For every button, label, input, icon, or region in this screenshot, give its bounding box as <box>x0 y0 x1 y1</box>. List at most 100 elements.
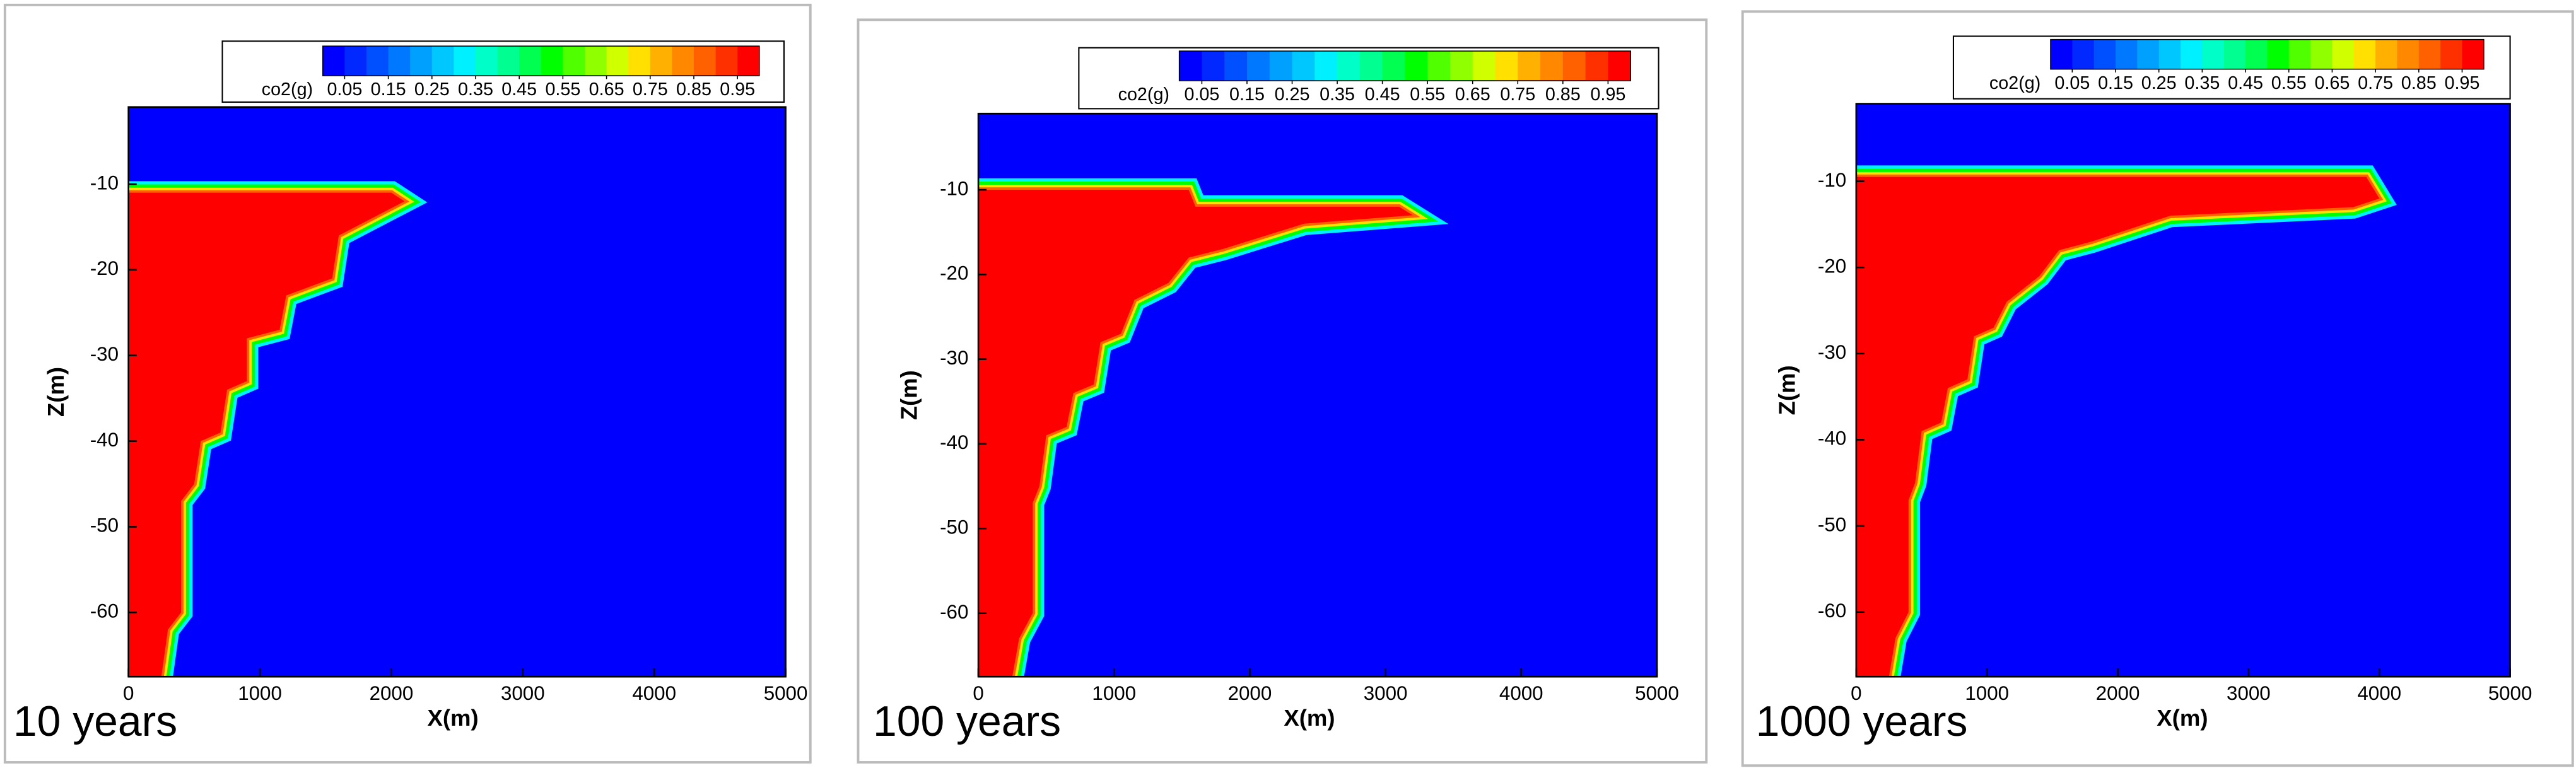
colorbar-tick-label: 0.05 <box>327 79 362 100</box>
colorbar-swatch <box>2440 39 2463 69</box>
plot-border <box>977 112 1658 678</box>
colorbar-swatch <box>475 46 498 76</box>
colorbar-label: co2(g) <box>1989 73 2040 93</box>
colorbar-swatch <box>715 46 738 76</box>
y-tick-label: -50 <box>940 516 968 538</box>
y-tick-label: -50 <box>1818 513 1846 535</box>
colorbar-swatch <box>1179 50 1203 81</box>
colorbar-tick-label: 0.25 <box>414 79 450 100</box>
y-axis-label: Z(m) <box>896 370 922 420</box>
y-tick-label: -40 <box>940 431 968 453</box>
colorbar-tick-label: 0.95 <box>2444 73 2479 93</box>
x-tick-label: 4000 <box>632 682 676 704</box>
colorbar-swatch <box>1246 50 1270 81</box>
colorbar-tick-label: 0.15 <box>1229 84 1265 105</box>
colorbar-swatch <box>366 46 389 76</box>
colorbar-swatch <box>2137 39 2160 69</box>
colorbar-swatch <box>1314 50 1338 81</box>
colorbar-swatch <box>2310 39 2333 69</box>
y-tick-label: -20 <box>1818 255 1846 277</box>
colorbar-swatch <box>1382 50 1406 81</box>
colorbar-swatch <box>2353 39 2376 69</box>
colorbar-tick-label: 0.65 <box>2314 73 2350 93</box>
colorbar-tick-label: 0.45 <box>501 79 537 100</box>
y-tick-label: -10 <box>1818 169 1846 191</box>
colorbar-swatch <box>1202 50 1225 81</box>
colorbar-swatch <box>2462 39 2485 69</box>
colorbar-swatch <box>2072 39 2095 69</box>
colorbar-swatch <box>2288 39 2311 69</box>
plume <box>1856 177 2380 677</box>
colorbar-swatch <box>410 46 433 76</box>
x-tick-label: 0 <box>123 682 134 704</box>
colorbar-label: co2(g) <box>1118 84 1169 105</box>
y-tick-label: -10 <box>90 171 119 194</box>
colorbar-swatch <box>2181 39 2203 69</box>
colorbar-swatch <box>2418 39 2441 69</box>
colorbar-swatch <box>1562 50 1586 81</box>
colorbar-swatch <box>1495 50 1519 81</box>
colorbar-swatch <box>1269 50 1293 81</box>
caption: 1000 years <box>1756 698 1968 745</box>
x-tick-label: 3000 <box>501 682 545 704</box>
colorbar-tick-label: 0.55 <box>545 79 580 100</box>
colorbar-tick-label: 0.25 <box>2141 73 2177 93</box>
colorbar-swatch <box>606 46 629 76</box>
x-tick-label: 3000 <box>1364 682 1408 704</box>
colorbar-swatch <box>1359 50 1383 81</box>
colorbar-swatch <box>541 46 564 76</box>
colorbar-tick-label: 0.35 <box>1320 84 1355 105</box>
colorbar-tick-label: 0.45 <box>1365 84 1400 105</box>
colorbar-swatch <box>1427 50 1451 81</box>
colorbar-border <box>2050 38 2485 70</box>
y-tick-label: -50 <box>90 514 119 537</box>
x-tick-label: 0 <box>1851 682 1861 704</box>
colorbar-tick-label: 0.55 <box>2271 73 2307 93</box>
y-tick-label: -40 <box>90 429 119 451</box>
plot-border <box>127 106 787 678</box>
colorbar-swatch <box>2223 39 2246 69</box>
panel: 0 1000 2000 3000 4000 5000 -10 -20 -30 -40 -50 -60 X… <box>857 18 1708 764</box>
y-tick-label: -20 <box>940 262 968 284</box>
panel: 0 1000 2000 3000 4000 5000 -10 -20 -30 -40 -50 -60 X… <box>1741 10 2574 767</box>
colorbar-swatch <box>322 46 346 76</box>
colorbar-tick-label: 0.65 <box>589 79 624 100</box>
x-tick-label: 1000 <box>1092 682 1136 704</box>
colorbar-swatch <box>628 46 651 76</box>
caption: 10 years <box>13 698 177 745</box>
colorbar-tick-label: 0.95 <box>720 79 755 100</box>
colorbar-swatch <box>2202 39 2225 69</box>
y-tick-label: -30 <box>940 347 968 369</box>
colorbar-swatch <box>584 46 607 76</box>
colorbar-swatch <box>737 46 760 76</box>
colorbar-tick-label: 0.35 <box>458 79 493 100</box>
x-tick-label: 2000 <box>370 682 414 704</box>
colorbar-swatch <box>1518 50 1541 81</box>
colorbar-tick-label: 0.25 <box>1275 84 1310 105</box>
colorbar-tick-label: 0.45 <box>2228 73 2263 93</box>
colorbar-swatch <box>1585 50 1609 81</box>
colorbar-swatch <box>1540 50 1564 81</box>
plume <box>128 192 405 677</box>
colorbar-swatch <box>650 46 673 76</box>
colorbar-swatch <box>1224 50 1248 81</box>
colorbar-swatch <box>2397 39 2420 69</box>
colorbar-swatch <box>693 46 717 76</box>
y-tick-label: -40 <box>1818 427 1846 450</box>
plume-group <box>1856 165 2397 677</box>
y-tick-label: -60 <box>90 600 119 622</box>
colorbar-swatch <box>388 46 411 76</box>
colorbar-tick-label: 0.05 <box>2054 73 2090 93</box>
colorbar-swatch <box>2267 39 2290 69</box>
colorbar-swatch <box>563 46 585 76</box>
x-tick-label: 1000 <box>238 682 282 704</box>
colorbar-swatch <box>519 46 542 76</box>
x-tick-label: 2000 <box>1228 682 1272 704</box>
colorbar-tick-label: 0.85 <box>1545 84 1581 105</box>
colorbar-tick-label: 0.15 <box>371 79 406 100</box>
x-tick-label: 4000 <box>1499 682 1543 704</box>
y-tick-label: -30 <box>90 343 119 365</box>
colorbar-swatch <box>1405 50 1428 81</box>
colorbar-tick-label: 0.55 <box>1410 84 1445 105</box>
